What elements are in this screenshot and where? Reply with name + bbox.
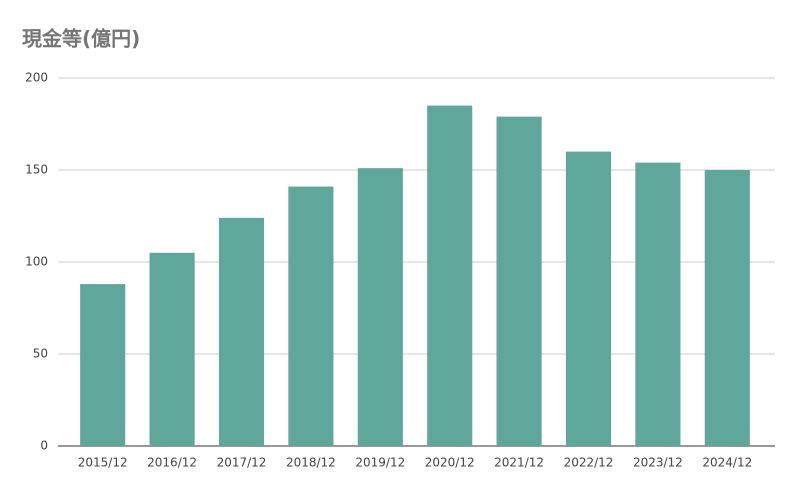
bar	[288, 186, 334, 446]
x-tick-label: 2021/12	[494, 456, 544, 470]
y-tick-label: 0	[40, 439, 48, 453]
x-tick-label: 2017/12	[217, 456, 267, 470]
x-tick-label: 2015/12	[78, 456, 128, 470]
y-tick-label: 200	[25, 71, 48, 85]
x-tick-label: 2019/12	[355, 456, 405, 470]
bar	[704, 170, 750, 446]
y-tick-label: 50	[33, 347, 48, 361]
x-tick-label: 2024/12	[702, 456, 752, 470]
bar	[496, 116, 542, 446]
x-tick-label: 2016/12	[147, 456, 197, 470]
bar	[80, 284, 126, 446]
bar	[357, 168, 403, 446]
chart-title: 現金等(億円)	[22, 27, 140, 51]
x-tick-label: 2020/12	[425, 456, 475, 470]
y-tick-label: 100	[25, 255, 48, 269]
bar	[635, 162, 681, 446]
bar	[149, 252, 195, 446]
y-tick-label: 150	[25, 163, 48, 177]
bar	[218, 217, 265, 446]
x-tick-label: 2022/12	[564, 456, 614, 470]
bar	[427, 105, 473, 446]
x-tick-label: 2023/12	[633, 456, 683, 470]
x-tick-label: 2018/12	[286, 456, 336, 470]
bar	[565, 151, 612, 446]
